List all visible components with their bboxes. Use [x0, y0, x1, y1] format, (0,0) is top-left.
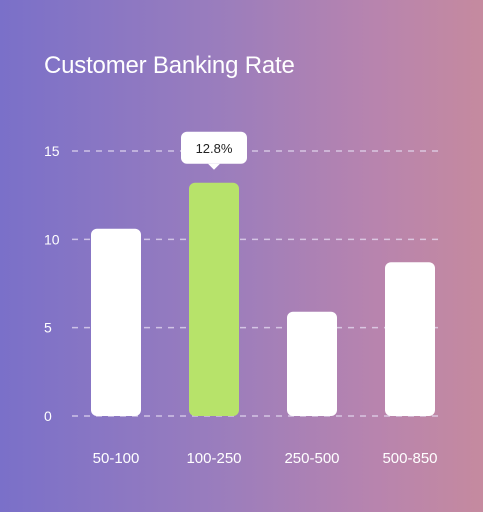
chart-title: Customer Banking Rate — [44, 52, 295, 79]
y-tick-label: 15 — [44, 143, 60, 159]
bar-500-850[interactable] — [385, 262, 435, 416]
x-tick-label: 500-850 — [382, 450, 437, 467]
tooltip-pointer — [208, 163, 220, 170]
x-tick-label: 250-500 — [284, 450, 339, 467]
tooltip-box — [181, 131, 247, 164]
tooltip-value: 12.8% — [196, 141, 233, 156]
y-tick-label: 10 — [44, 231, 60, 247]
y-axis-ticks: 0 5 10 15 — [44, 143, 60, 424]
x-tick-label: 100-250 — [186, 450, 241, 467]
bar-250-500[interactable] — [287, 311, 337, 416]
x-tick-label: 50-100 — [93, 450, 140, 467]
bars — [91, 182, 435, 416]
x-axis-labels: 50-100 100-250 250-500 500-850 — [93, 450, 438, 467]
bar-100-250[interactable] — [189, 182, 239, 416]
bar-tooltip: 12.8% — [181, 131, 247, 170]
y-tick-label: 0 — [44, 408, 52, 424]
y-tick-label: 5 — [44, 320, 52, 336]
bar-50-100[interactable] — [91, 228, 141, 416]
